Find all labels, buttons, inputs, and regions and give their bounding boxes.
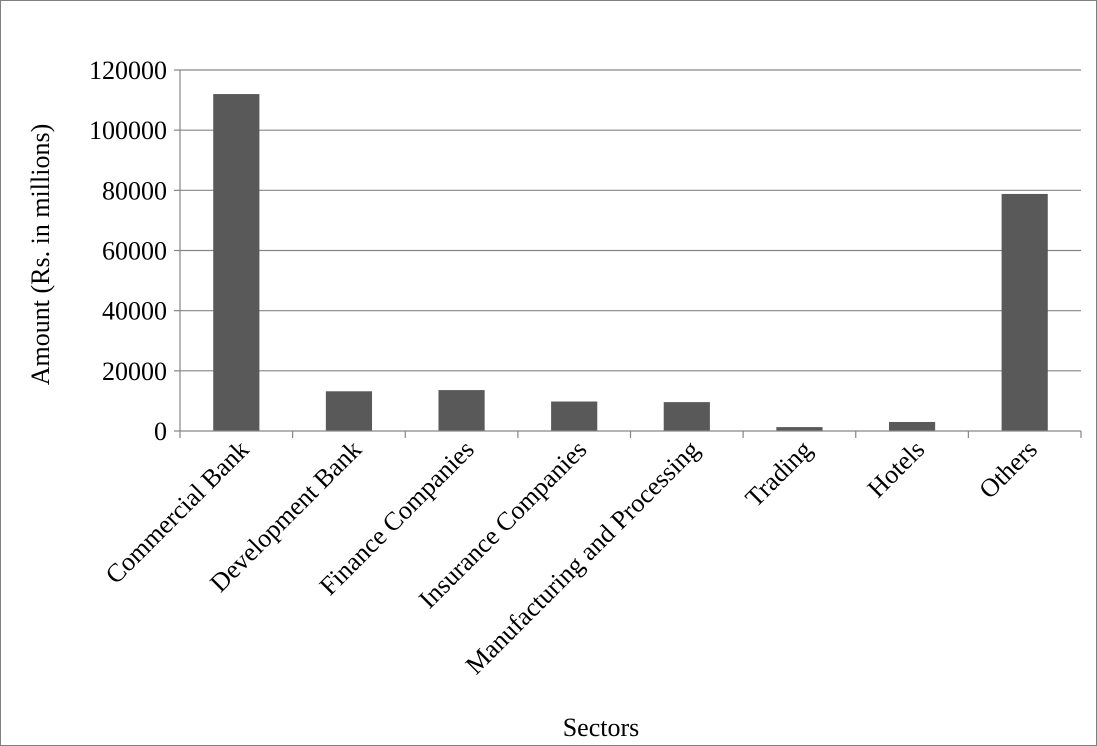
bar <box>663 402 710 431</box>
bar <box>888 421 936 431</box>
x-tick-label: Trading <box>740 435 818 513</box>
y-tick-labels: 0 20000 40000 60000 80000 100000 120000 <box>89 56 167 446</box>
x-tick-label: Hotels <box>862 435 931 504</box>
y-tick-label: 100000 <box>89 116 167 145</box>
x-tick-label: Others <box>973 435 1043 505</box>
x-axis-title: Sectors <box>563 713 640 742</box>
y-tick-label: 0 <box>154 417 167 446</box>
y-tick-label: 80000 <box>102 176 167 205</box>
bar <box>438 390 485 431</box>
axes <box>179 70 1081 432</box>
y-axis-title: Amount (Rs. in millions) <box>26 124 55 385</box>
y-tick-label: 60000 <box>102 237 167 266</box>
y-tick-label: 40000 <box>102 297 167 326</box>
bars <box>213 94 1048 432</box>
y-tick-label: 120000 <box>89 56 167 85</box>
y-tick-label: 20000 <box>102 357 167 386</box>
bar <box>1001 193 1048 431</box>
x-tick-label: Manufacturing and Processing <box>460 435 705 680</box>
bar <box>325 391 373 431</box>
bar <box>213 94 260 432</box>
gridlines <box>174 69 1082 438</box>
bar <box>551 401 598 431</box>
bar <box>776 427 823 431</box>
